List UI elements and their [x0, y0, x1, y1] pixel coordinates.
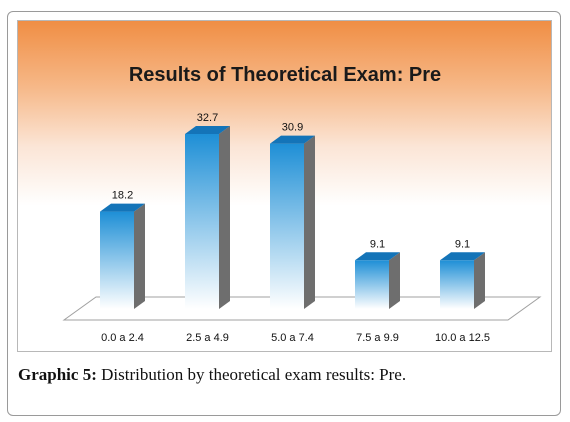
data-label: 32.7	[197, 112, 218, 124]
bar-front	[185, 134, 219, 309]
bar-side	[219, 126, 230, 309]
x-tick-label: 7.5 a 9.9	[356, 332, 399, 344]
caption-label: Graphic 5:	[18, 365, 97, 384]
figure-caption: Graphic 5: Distribution by theoretical e…	[18, 365, 406, 385]
figure-frame: Results of Theoretical Exam: Pre 18.2 0.0…	[7, 11, 561, 416]
bar-side	[389, 252, 400, 309]
chart-area: Results of Theoretical Exam: Pre 18.2 0.0…	[17, 20, 552, 352]
chart-title: Results of Theoretical Exam: Pre	[129, 64, 441, 86]
bar-front	[100, 211, 134, 309]
data-label: 9.1	[455, 238, 470, 250]
bar	[440, 252, 485, 309]
bar-side	[474, 252, 485, 309]
bar-chart: Results of Theoretical Exam: Pre 18.2 0.0…	[62, 64, 542, 344]
bar	[100, 203, 145, 309]
x-tick-label: 2.5 a 4.9	[186, 332, 229, 344]
x-tick-label: 0.0 a 2.4	[101, 332, 144, 344]
bar-top	[270, 135, 315, 144]
bar	[185, 126, 230, 309]
bar-front	[270, 143, 304, 309]
bar-side	[134, 203, 145, 309]
data-label: 9.1	[370, 238, 385, 250]
bar-side	[304, 135, 315, 309]
x-tick-label: 5.0 a 7.4	[271, 332, 314, 344]
caption-text: Distribution by theoretical exam results…	[96, 365, 407, 384]
bar	[270, 135, 315, 309]
data-label: 18.2	[112, 190, 133, 202]
bar	[355, 252, 400, 309]
bar-top	[355, 252, 400, 261]
data-label: 30.9	[282, 122, 303, 134]
x-tick-label: 10.0 a 12.5	[435, 332, 490, 344]
bar-front	[355, 260, 389, 309]
bar-top	[440, 252, 485, 261]
bar-top	[185, 126, 230, 134]
bar-front	[440, 260, 474, 309]
bar-top	[100, 203, 145, 212]
